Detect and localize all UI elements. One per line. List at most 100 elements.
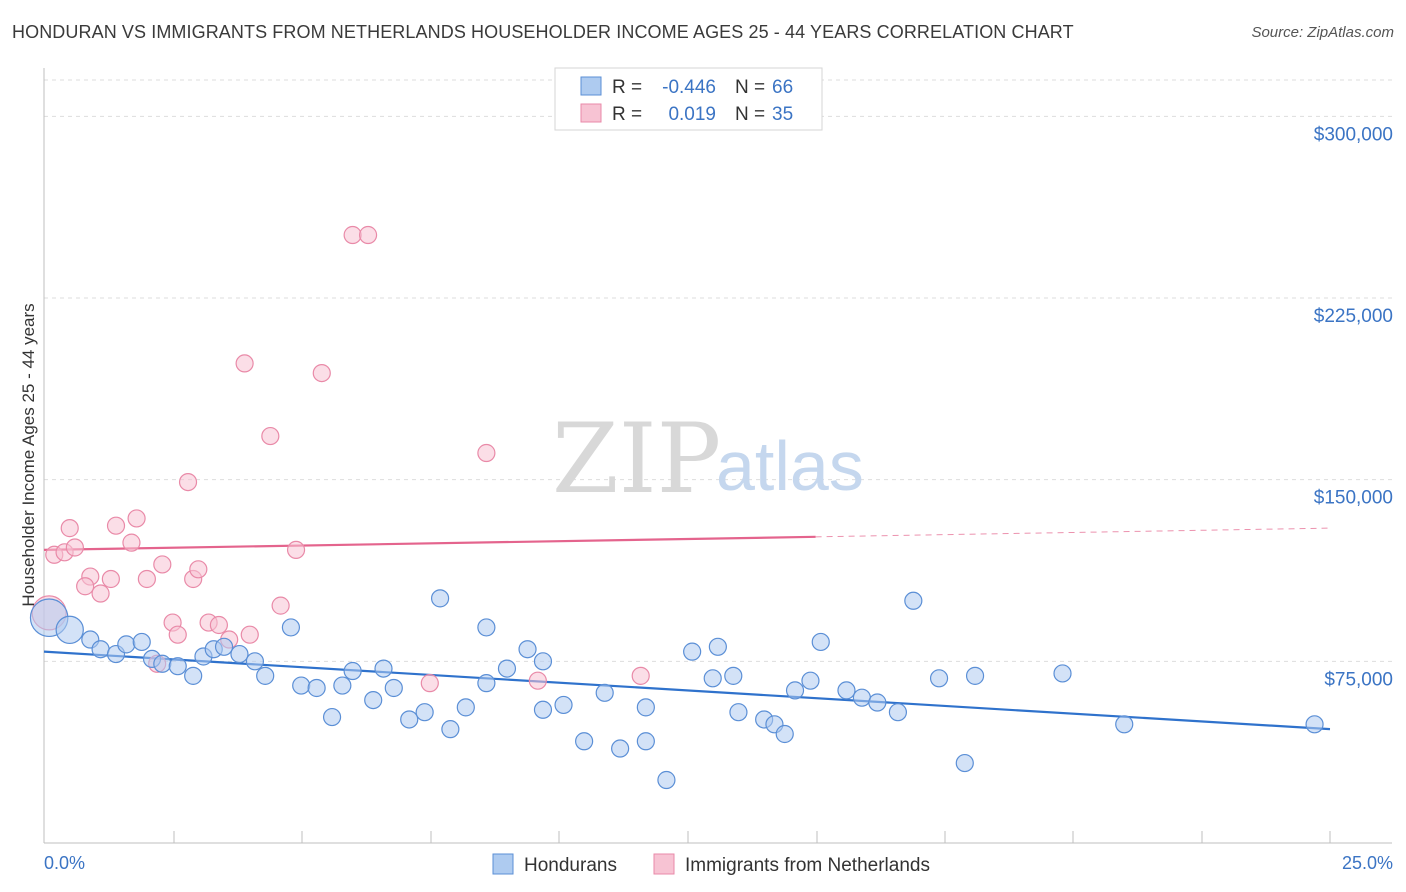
point-honduran — [724, 666, 743, 685]
legend-n-value-1: 66 — [772, 77, 793, 98]
point-honduran — [852, 688, 871, 707]
point-honduran — [477, 674, 496, 693]
legend-r-label-1: R = — [612, 77, 642, 98]
point-honduran — [801, 671, 820, 690]
legend-swatch-hondurans — [580, 76, 602, 96]
point-netherlands — [189, 560, 208, 579]
point-netherlands — [420, 674, 439, 693]
point-honduran — [184, 666, 203, 685]
point-honduran — [955, 753, 974, 773]
point-honduran — [965, 666, 985, 685]
point-honduran — [888, 703, 908, 722]
point-honduran — [281, 618, 301, 637]
bottom-legend: Hondurans Immigrants from Netherlands — [492, 853, 930, 876]
point-honduran — [575, 732, 594, 751]
point-netherlands — [91, 584, 110, 603]
y-tick-label: $225,000 — [1314, 306, 1393, 327]
point-netherlands — [153, 555, 172, 574]
points-hondurans — [29, 589, 1324, 790]
point-netherlands — [358, 225, 378, 245]
point-honduran — [245, 652, 265, 671]
point-honduran — [132, 632, 151, 652]
legend-r-value-2: 0.019 — [668, 104, 716, 125]
point-honduran — [554, 695, 573, 715]
point-honduran — [117, 635, 136, 654]
point-honduran — [708, 637, 727, 656]
point-netherlands — [178, 472, 198, 492]
y-tick-label: $75,000 — [1324, 669, 1393, 690]
point-netherlands — [65, 538, 84, 557]
point-honduran — [904, 591, 923, 610]
bottom-legend-swatch-netherlands — [653, 853, 675, 875]
point-honduran — [384, 678, 403, 698]
point-honduran — [364, 690, 383, 710]
point-honduran — [214, 637, 234, 656]
point-netherlands — [312, 363, 331, 383]
point-honduran — [1115, 715, 1134, 734]
point-honduran — [230, 644, 249, 664]
legend-r-label-2: R = — [612, 104, 642, 125]
point-honduran — [55, 615, 84, 645]
point-netherlands — [286, 540, 306, 560]
point-honduran — [611, 739, 630, 758]
point-honduran — [256, 666, 275, 685]
chart-title: HONDURAN VS IMMIGRANTS FROM NETHERLANDS … — [12, 22, 1074, 42]
x-ticks — [173, 831, 1331, 843]
point-honduran — [868, 693, 887, 712]
y-tick-label: $150,000 — [1314, 488, 1393, 509]
x-tick-label-min: 0.0% — [44, 853, 85, 873]
bottom-legend-label-hondurans: Hondurans — [524, 855, 617, 876]
point-netherlands — [271, 596, 290, 615]
point-honduran — [929, 669, 949, 688]
legend-n-label-2: N = — [735, 104, 765, 125]
point-honduran — [400, 710, 419, 729]
point-honduran — [415, 703, 434, 722]
point-netherlands — [101, 569, 120, 589]
point-honduran — [1053, 664, 1072, 683]
point-netherlands — [240, 625, 259, 644]
point-netherlands — [122, 533, 141, 552]
point-honduran — [497, 659, 517, 678]
point-honduran — [729, 703, 748, 722]
legend-swatch-netherlands — [580, 103, 602, 123]
point-honduran — [785, 681, 805, 700]
point-honduran — [595, 683, 614, 702]
point-netherlands — [127, 509, 146, 528]
trend-lines — [43, 527, 1331, 731]
bottom-legend-swatch-hondurans — [492, 853, 514, 875]
point-honduran — [430, 589, 450, 608]
point-honduran — [333, 676, 352, 695]
point-honduran — [533, 700, 553, 719]
y-tick-label: $300,000 — [1314, 124, 1393, 145]
trend-line-netherlands-extension — [815, 527, 1331, 538]
point-netherlands — [343, 225, 362, 245]
point-honduran — [292, 676, 311, 695]
source-label: Source: ZipAtlas.com — [1251, 24, 1394, 41]
point-netherlands — [168, 625, 187, 644]
point-netherlands — [261, 426, 280, 446]
axes — [43, 68, 1392, 844]
point-honduran — [636, 732, 655, 751]
point-honduran — [322, 707, 342, 727]
point-netherlands — [106, 516, 126, 535]
point-netherlands — [235, 354, 254, 373]
point-netherlands — [137, 569, 156, 589]
legend-n-label-1: N = — [735, 77, 765, 98]
point-honduran — [657, 770, 676, 790]
point-honduran — [153, 654, 172, 673]
point-honduran — [636, 698, 655, 717]
point-honduran — [703, 669, 722, 688]
watermark: ZIP atlas — [552, 403, 864, 515]
point-honduran — [683, 642, 702, 661]
point-honduran — [477, 618, 496, 637]
point-honduran — [307, 678, 326, 698]
trend-line-hondurans — [43, 650, 1331, 731]
point-honduran — [168, 657, 187, 676]
bottom-legend-label-netherlands: Immigrants from Netherlands — [685, 855, 930, 876]
y-axis-label: Householder Income Ages 25 - 44 years — [19, 303, 38, 606]
point-honduran — [533, 652, 553, 671]
point-honduran — [456, 698, 475, 717]
point-honduran — [374, 659, 393, 678]
point-netherlands — [631, 666, 650, 685]
